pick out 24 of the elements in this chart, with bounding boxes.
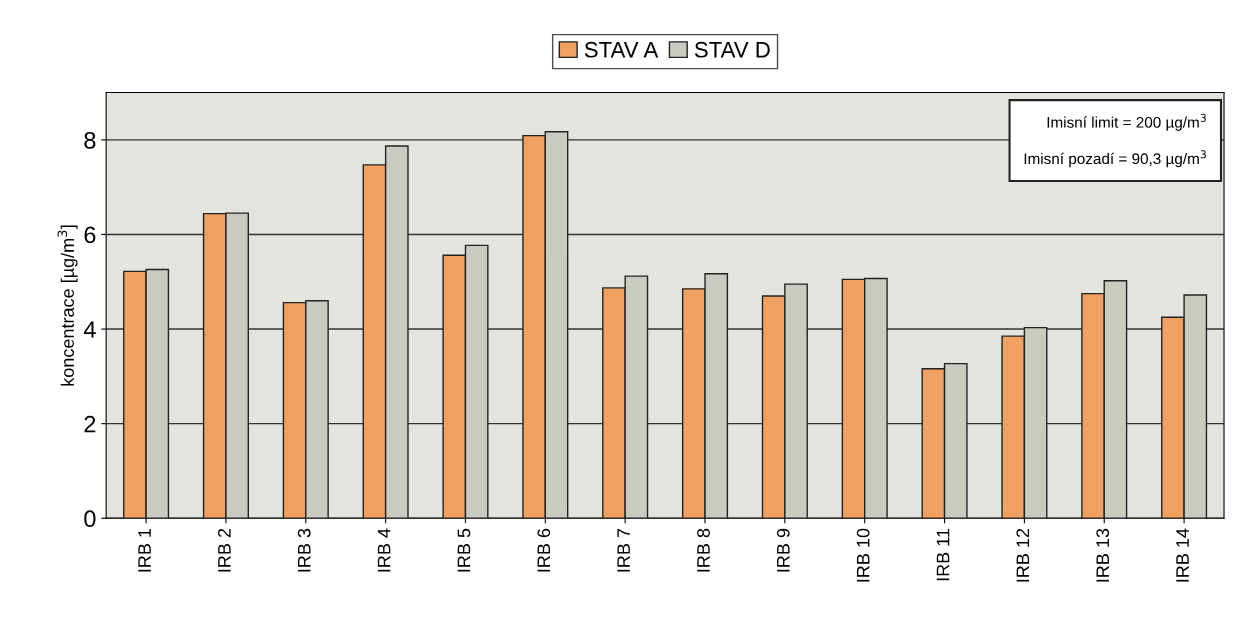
x-tick-label: IRB 8 (697, 528, 710, 572)
y-tick-label: 4 (83, 321, 96, 338)
y-axis-title: koncentrace [µg/m$^{3}$] (57, 225, 78, 386)
legend-label: STAV A (584, 41, 659, 58)
x-tick-label: IRB 11 (936, 528, 950, 581)
y-tick-label: 0 (84, 510, 96, 528)
x-tick-label: IRB 14 (1176, 528, 1189, 582)
x-tick-label: IRB 13 (1096, 528, 1110, 582)
annotation: Imisní pozadí = 90,3 µg/m$^{3}$ (1024, 150, 1206, 168)
x-tick-label: IRB 7 (617, 528, 630, 572)
x-tick-label: IRB 9 (776, 528, 790, 572)
x-tick-label: IRB 10 (856, 528, 870, 582)
x-tick-label: IRB 2 (218, 528, 231, 572)
x-tick-label: IRB 6 (537, 528, 551, 572)
y-tick-label: 8 (84, 131, 96, 149)
annotation: Imisní limit = 200 µg/m$^{3}$ (1047, 113, 1206, 131)
y-tick-label: 2 (84, 415, 96, 433)
x-tick-label: IRB 5 (457, 528, 471, 572)
x-tick-label: IRB 1 (138, 528, 151, 572)
legend-label: STAV D (694, 41, 770, 58)
x-tick-label: IRB 4 (377, 528, 391, 572)
x-tick-label: IRB 12 (1016, 528, 1030, 582)
x-tick-label: IRB 3 (297, 528, 311, 572)
y-tick-label: 6 (84, 226, 96, 244)
